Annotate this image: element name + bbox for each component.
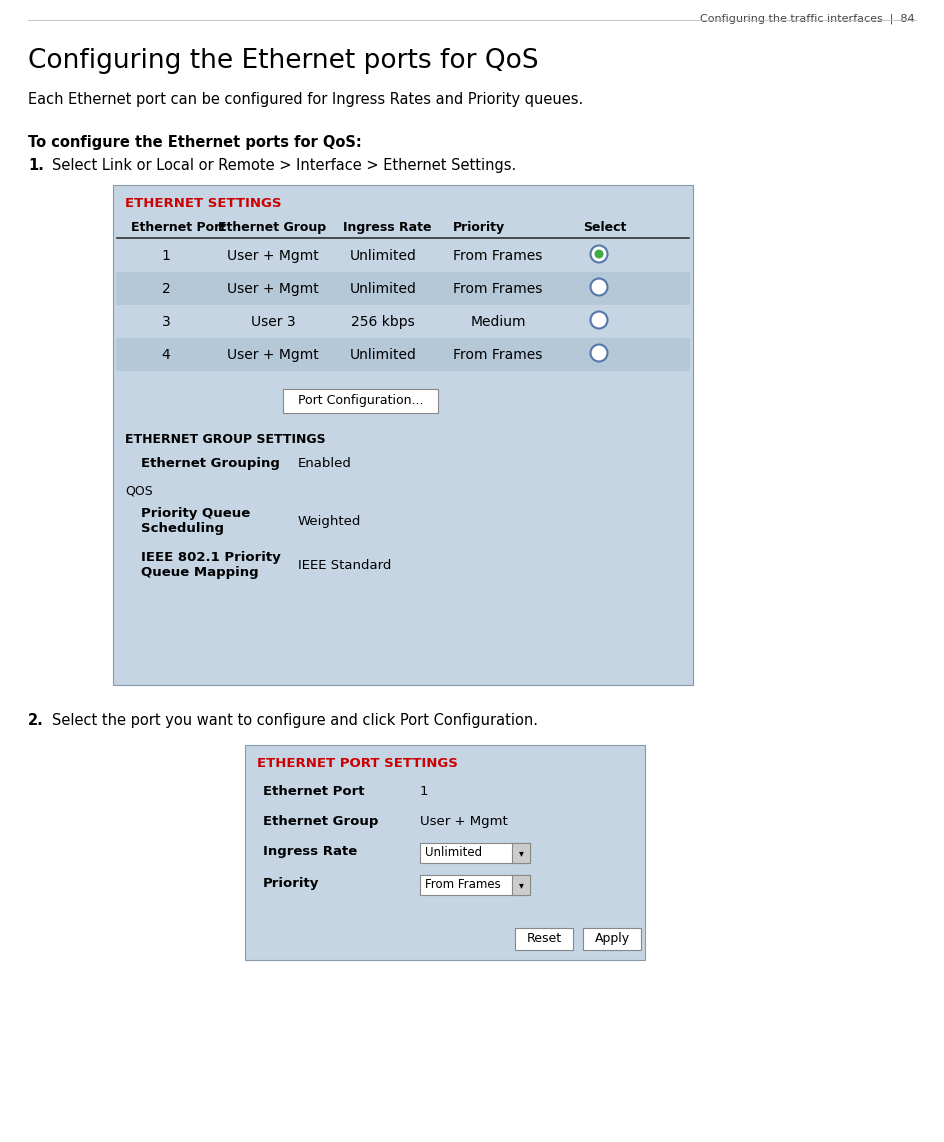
Text: Each Ethernet port can be configured for Ingress Rates and Priority queues.: Each Ethernet port can be configured for… — [28, 93, 583, 107]
Text: Select: Select — [583, 222, 627, 234]
Text: To configure the Ethernet ports for QoS:: To configure the Ethernet ports for QoS: — [28, 135, 362, 150]
Text: ▾: ▾ — [518, 880, 523, 890]
Bar — [116, 338, 690, 371]
Bar — [420, 875, 530, 895]
Text: Ethernet Group: Ethernet Group — [218, 222, 326, 234]
Text: 256 kbps: 256 kbps — [351, 315, 414, 329]
Text: ETHERNET PORT SETTINGS: ETHERNET PORT SETTINGS — [257, 757, 458, 770]
Text: Select the port you want to configure and click Port Configuration.: Select the port you want to configure an… — [52, 713, 538, 727]
Text: Priority Queue
Scheduling: Priority Queue Scheduling — [141, 507, 250, 534]
Text: Unlimited: Unlimited — [349, 249, 416, 263]
Text: Priority: Priority — [263, 877, 319, 890]
Text: User + Mgmt: User + Mgmt — [228, 249, 319, 263]
Text: Unlimited: Unlimited — [425, 846, 482, 859]
Text: Ethernet Grouping: Ethernet Grouping — [141, 457, 279, 471]
Text: Apply: Apply — [595, 932, 630, 944]
Circle shape — [595, 249, 603, 258]
Text: User + Mgmt: User + Mgmt — [420, 815, 508, 828]
Text: 1.: 1. — [28, 158, 43, 172]
Text: Enabled: Enabled — [298, 457, 352, 471]
Bar — [245, 745, 645, 960]
Text: Ingress Rate: Ingress Rate — [343, 222, 431, 234]
Text: 2: 2 — [161, 282, 170, 296]
Text: From Frames: From Frames — [453, 249, 543, 263]
Text: User + Mgmt: User + Mgmt — [228, 282, 319, 296]
Text: 1: 1 — [420, 785, 429, 798]
Text: Configuring the traffic interfaces  |  84: Configuring the traffic interfaces | 84 — [700, 14, 915, 24]
Bar — [113, 185, 693, 685]
Text: Port Configuration...: Port Configuration... — [297, 394, 423, 407]
Text: Unlimited: Unlimited — [349, 282, 416, 296]
Text: Priority: Priority — [453, 222, 505, 234]
Text: Unlimited: Unlimited — [349, 348, 416, 362]
Bar — [512, 875, 530, 895]
Text: IEEE 802.1 Priority
Queue Mapping: IEEE 802.1 Priority Queue Mapping — [141, 550, 280, 579]
Text: Select Link or Local or Remote > Interface > Ethernet Settings.: Select Link or Local or Remote > Interfa… — [52, 158, 516, 172]
Text: Configuring the Ethernet ports for QoS: Configuring the Ethernet ports for QoS — [28, 48, 539, 74]
Bar — [512, 843, 530, 863]
Text: 2.: 2. — [28, 713, 43, 727]
Text: Weighted: Weighted — [298, 515, 362, 528]
Text: ETHERNET GROUP SETTINGS: ETHERNET GROUP SETTINGS — [125, 433, 326, 447]
Text: Medium: Medium — [470, 315, 526, 329]
Text: User + Mgmt: User + Mgmt — [228, 348, 319, 362]
Text: From Frames: From Frames — [453, 282, 543, 296]
Text: 3: 3 — [161, 315, 170, 329]
Text: From Frames: From Frames — [453, 348, 543, 362]
Text: Ingress Rate: Ingress Rate — [263, 845, 357, 858]
Text: 4: 4 — [161, 348, 170, 362]
Circle shape — [591, 345, 608, 362]
Text: Ethernet Group: Ethernet Group — [263, 815, 379, 828]
Bar — [420, 843, 530, 863]
Bar — [515, 928, 573, 950]
Circle shape — [591, 246, 608, 263]
Bar — [283, 389, 438, 413]
Text: Reset: Reset — [527, 932, 562, 944]
Text: From Frames: From Frames — [425, 878, 500, 891]
Text: 1: 1 — [161, 249, 171, 263]
Text: Ethernet Port: Ethernet Port — [131, 222, 227, 234]
Circle shape — [591, 312, 608, 329]
Bar — [583, 928, 641, 950]
Text: User 3: User 3 — [251, 315, 295, 329]
Bar — [116, 272, 690, 305]
Text: Ethernet Port: Ethernet Port — [263, 785, 364, 798]
Circle shape — [591, 279, 608, 296]
Text: ETHERNET SETTINGS: ETHERNET SETTINGS — [125, 198, 281, 210]
Text: IEEE Standard: IEEE Standard — [298, 558, 392, 572]
Text: ▾: ▾ — [518, 849, 523, 858]
Text: QOS: QOS — [125, 485, 153, 498]
